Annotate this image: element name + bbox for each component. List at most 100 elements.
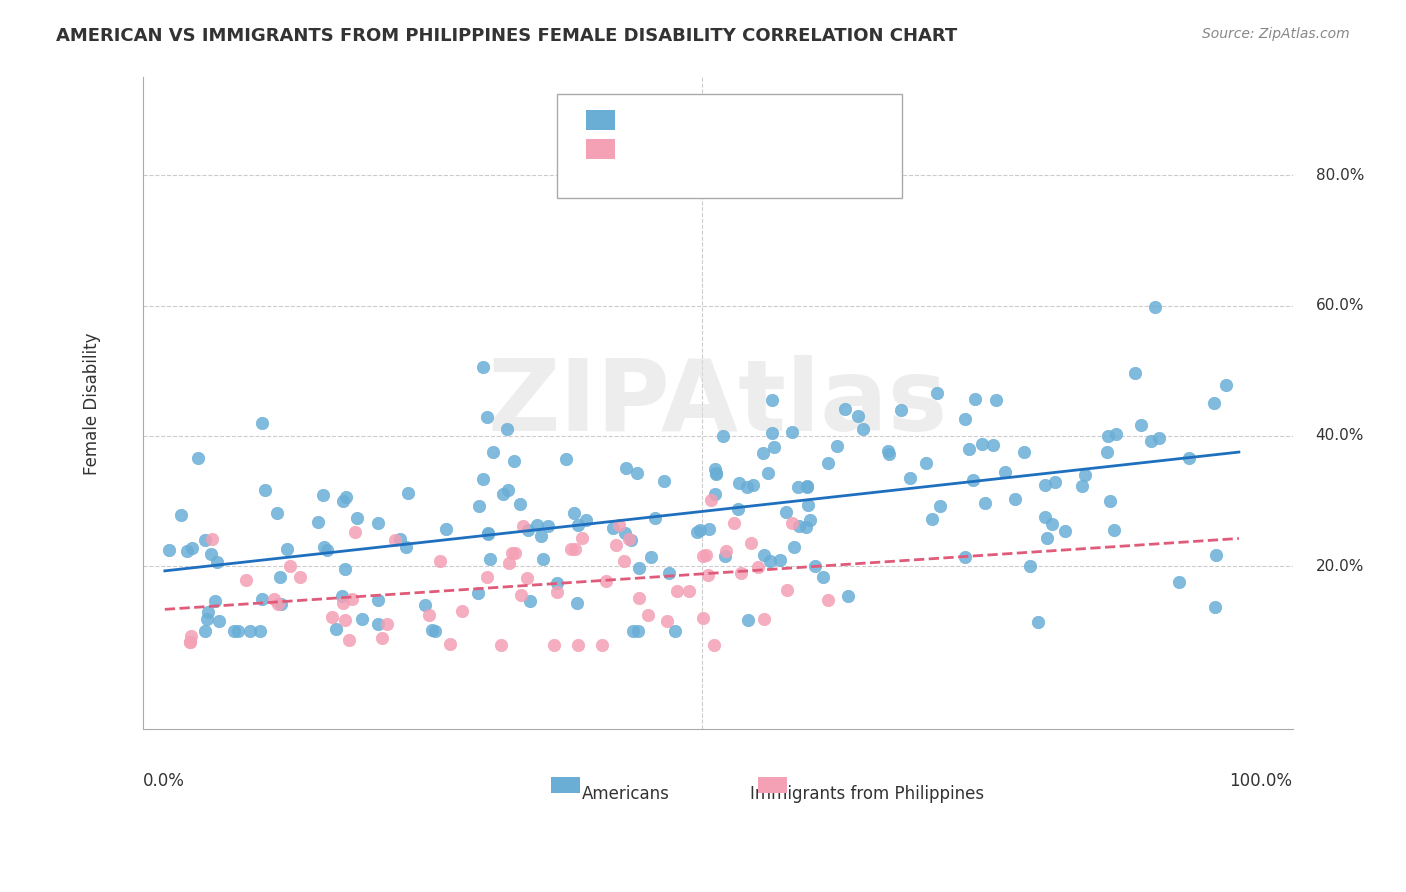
Americans — [804, 558, 827, 573]
Immigrants from Philippines — [605, 538, 627, 552]
Americans — [325, 622, 347, 636]
Immigrants from Philippines — [512, 519, 534, 533]
Americans — [652, 474, 675, 488]
Americans — [531, 552, 554, 566]
Immigrants from Philippines — [439, 637, 461, 651]
Americans — [1012, 444, 1035, 458]
Immigrants from Philippines — [595, 574, 617, 588]
Text: 60.0%: 60.0% — [1316, 298, 1364, 313]
Americans — [799, 513, 821, 527]
Americans — [775, 505, 797, 519]
Americans — [953, 412, 976, 426]
Americans — [796, 520, 818, 534]
Americans — [827, 439, 849, 453]
Immigrants from Philippines — [332, 596, 354, 610]
Text: 100.0%: 100.0% — [1230, 772, 1292, 789]
Immigrants from Philippines — [429, 554, 451, 568]
Americans — [420, 624, 443, 638]
Americans — [249, 624, 271, 639]
Americans — [699, 522, 721, 536]
Americans — [194, 533, 217, 547]
Americans — [898, 471, 921, 485]
Immigrants from Philippines — [201, 532, 224, 546]
Americans — [482, 445, 505, 459]
Immigrants from Philippines — [288, 570, 311, 584]
Americans — [994, 465, 1017, 479]
Americans — [786, 480, 808, 494]
Americans — [423, 624, 446, 639]
Americans — [254, 483, 277, 497]
Immigrants from Philippines — [475, 570, 498, 584]
Americans — [226, 624, 249, 639]
Americans — [496, 483, 519, 497]
Americans — [787, 519, 810, 533]
Americans — [711, 428, 734, 442]
Americans — [846, 409, 869, 423]
Immigrants from Philippines — [695, 548, 717, 562]
Immigrants from Philippines — [697, 568, 720, 582]
Immigrants from Philippines — [564, 541, 586, 556]
Immigrants from Philippines — [692, 611, 714, 625]
Americans — [1018, 559, 1040, 574]
Americans — [352, 612, 374, 626]
Americans — [157, 543, 180, 558]
Immigrants from Philippines — [747, 560, 769, 574]
Immigrants from Philippines — [266, 598, 288, 612]
Immigrants from Philippines — [503, 546, 526, 560]
Immigrants from Philippines — [337, 632, 360, 647]
Bar — [758, 777, 787, 793]
Text: R = 0.017  N = 62: R = 0.017 N = 62 — [624, 147, 776, 165]
Americans — [1105, 427, 1128, 442]
Americans — [737, 613, 759, 627]
Americans — [468, 500, 491, 514]
Americans — [761, 393, 783, 408]
Americans — [1204, 599, 1226, 614]
Americans — [509, 497, 531, 511]
Americans — [269, 570, 291, 584]
Immigrants from Philippines — [321, 609, 343, 624]
Americans — [367, 516, 389, 530]
Americans — [436, 523, 458, 537]
Americans — [204, 593, 226, 607]
Text: Source: ZipAtlas.com: Source: ZipAtlas.com — [1202, 27, 1350, 41]
Americans — [176, 543, 198, 558]
Americans — [492, 487, 515, 501]
Americans — [782, 425, 804, 440]
Americans — [962, 474, 984, 488]
Immigrants from Philippines — [560, 541, 582, 556]
Americans — [503, 454, 526, 468]
Americans — [413, 598, 436, 612]
Americans — [554, 452, 576, 467]
Americans — [526, 517, 548, 532]
Immigrants from Philippines — [180, 629, 202, 643]
Immigrants from Philippines — [780, 516, 803, 531]
Americans — [796, 480, 818, 494]
Americans — [314, 541, 336, 555]
Immigrants from Philippines — [342, 592, 364, 607]
Americans — [704, 467, 727, 481]
Americans — [516, 523, 538, 537]
Immigrants from Philippines — [179, 635, 201, 649]
Immigrants from Philippines — [567, 638, 589, 652]
Americans — [796, 479, 818, 493]
Americans — [915, 456, 938, 470]
Americans — [783, 541, 806, 555]
Americans — [187, 450, 209, 465]
Americans — [1097, 428, 1119, 442]
Bar — [586, 110, 614, 129]
Immigrants from Philippines — [752, 612, 775, 626]
Immigrants from Philippines — [628, 591, 651, 605]
Immigrants from Philippines — [384, 533, 406, 548]
Text: 20.0%: 20.0% — [1316, 558, 1364, 574]
Americans — [644, 511, 666, 525]
Americans — [1102, 523, 1125, 537]
Americans — [1074, 467, 1097, 482]
Americans — [965, 392, 987, 406]
Americans — [953, 549, 976, 564]
Immigrants from Philippines — [723, 516, 745, 530]
Americans — [714, 549, 737, 563]
Immigrants from Philippines — [700, 492, 723, 507]
Americans — [640, 549, 662, 564]
Americans — [727, 502, 749, 516]
Immigrants from Philippines — [571, 531, 593, 545]
